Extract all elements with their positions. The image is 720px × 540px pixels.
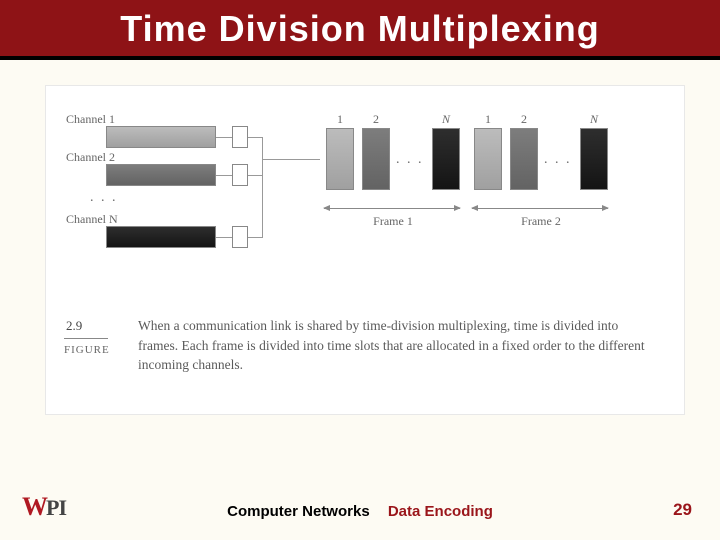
slot-1b xyxy=(474,128,502,190)
title-bar: Time Division Multiplexing xyxy=(0,0,720,60)
channel-ellipsis: . . . xyxy=(90,190,118,206)
figure-word: FIGURE xyxy=(64,344,110,356)
frame-2-arrow xyxy=(472,208,608,209)
mux-box-n xyxy=(232,226,248,248)
frame-2-label: Frame 2 xyxy=(506,214,576,229)
page-number: 29 xyxy=(673,500,692,520)
slot-2b xyxy=(510,128,538,190)
conn-line xyxy=(248,237,262,238)
footer-course: Computer Networks xyxy=(227,503,370,520)
slot-label-nb: N xyxy=(580,112,608,127)
slot-1a xyxy=(326,128,354,190)
slot-ellipsis-a: . . . xyxy=(396,152,424,168)
figure-caption: When a communication link is shared by t… xyxy=(138,316,660,375)
footer: W P I Computer Networks Data Encoding 29 xyxy=(0,496,720,522)
frame-1-label: Frame 1 xyxy=(358,214,428,229)
conn-line xyxy=(248,137,262,138)
conn-line xyxy=(216,137,232,138)
channel-2-bar xyxy=(106,164,216,186)
mux-box-1 xyxy=(232,126,248,148)
conn-line xyxy=(216,175,232,176)
conn-line xyxy=(248,175,262,176)
slot-nb xyxy=(580,128,608,190)
slide-title: Time Division Multiplexing xyxy=(0,8,720,50)
slot-label-1b: 1 xyxy=(474,112,502,127)
channel-2-label: Channel 2 xyxy=(66,150,115,165)
channel-1-bar xyxy=(106,126,216,148)
slot-ellipsis-b: . . . xyxy=(544,152,572,168)
conn-line xyxy=(262,159,320,160)
slot-label-2a: 2 xyxy=(362,112,390,127)
conn-line xyxy=(262,137,263,238)
mux-box-2 xyxy=(232,164,248,186)
channel-1-label: Channel 1 xyxy=(66,112,115,127)
channel-n-label: Channel N xyxy=(66,212,118,227)
figure-area: Channel 1 Channel 2 . . . Channel N 1 2 … xyxy=(45,85,685,415)
slot-na xyxy=(432,128,460,190)
slot-label-na: N xyxy=(432,112,460,127)
slot-label-1a: 1 xyxy=(326,112,354,127)
slot-2a xyxy=(362,128,390,190)
conn-line xyxy=(216,237,232,238)
footer-center: Computer Networks Data Encoding xyxy=(0,503,720,520)
channel-n-bar xyxy=(106,226,216,248)
footer-topic: Data Encoding xyxy=(388,503,493,520)
tdm-diagram: Channel 1 Channel 2 . . . Channel N 1 2 … xyxy=(46,86,684,414)
frame-1-arrow xyxy=(324,208,460,209)
figure-number: 2.9 xyxy=(66,318,82,334)
figure-rule xyxy=(64,338,108,339)
slot-label-2b: 2 xyxy=(510,112,538,127)
